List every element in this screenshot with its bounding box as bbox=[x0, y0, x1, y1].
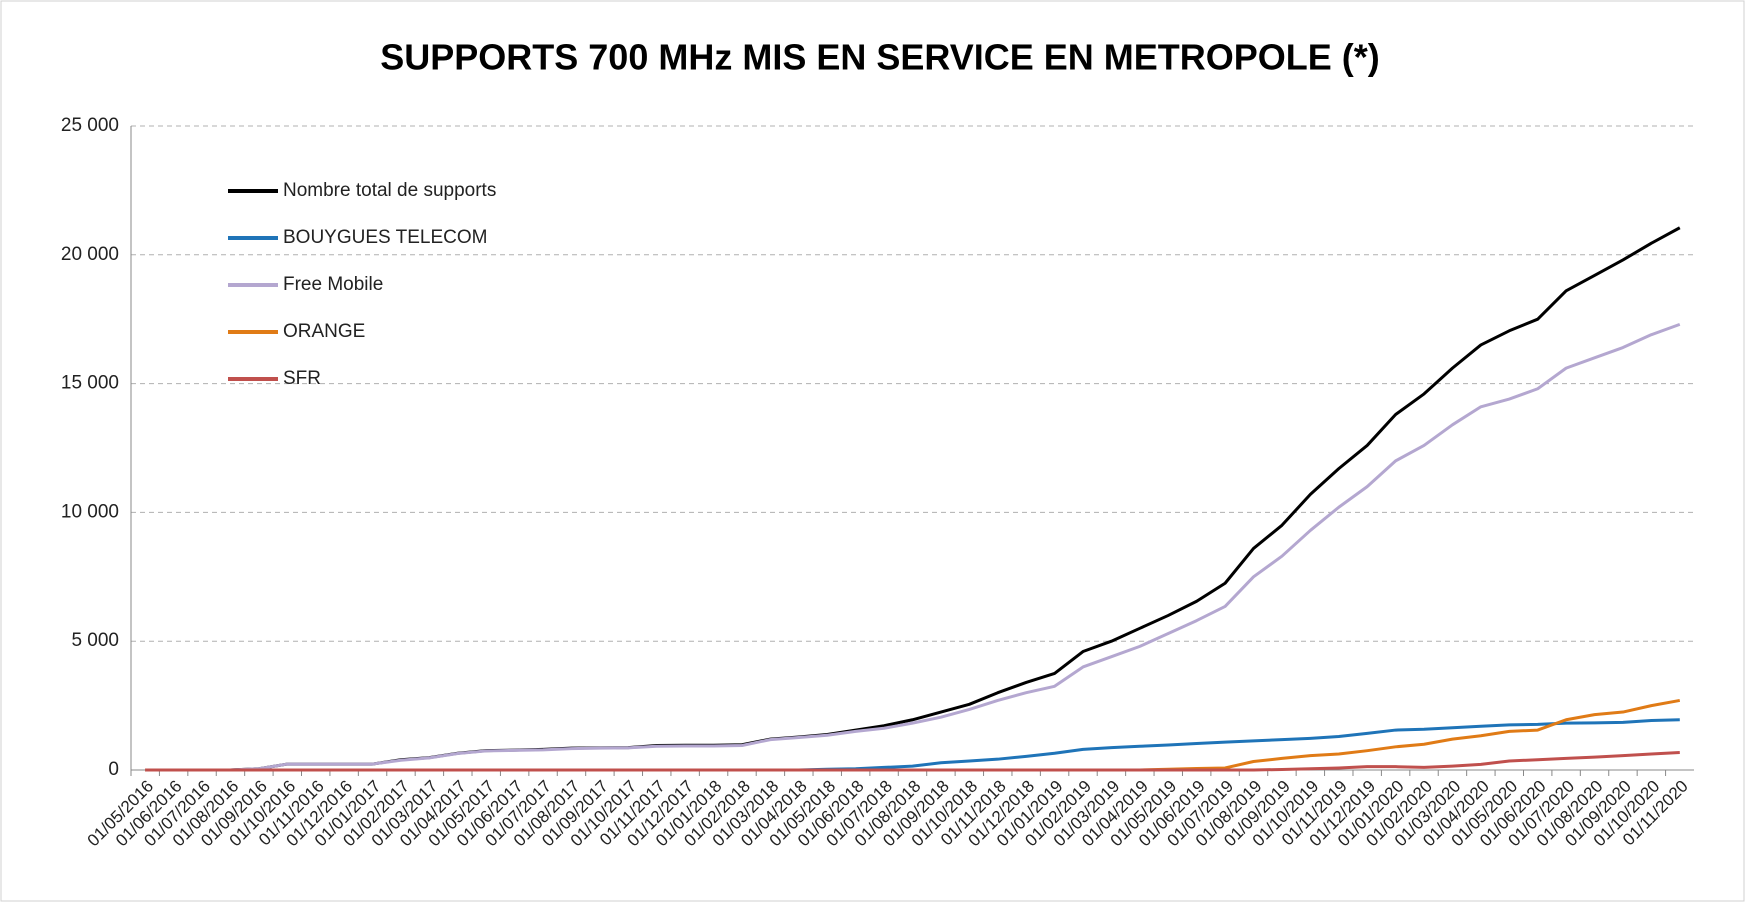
series-line bbox=[145, 322, 1681, 772]
y-tick-label: 0 bbox=[108, 759, 119, 780]
legend-label: Free Mobile bbox=[283, 274, 383, 295]
chart-title: SUPPORTS 700 MHz MIS EN SERVICE EN METRO… bbox=[380, 37, 1380, 78]
y-tick-label: 10 000 bbox=[61, 501, 119, 522]
legend-label: SFR bbox=[283, 368, 321, 389]
legend-label: Nombre total de supports bbox=[283, 180, 496, 201]
y-tick-label: 5 000 bbox=[71, 630, 119, 651]
y-tick-label: 20 000 bbox=[61, 244, 119, 265]
y-tick-label: 25 000 bbox=[61, 115, 119, 136]
y-tick-label: 15 000 bbox=[61, 373, 119, 394]
series-line bbox=[145, 750, 1680, 772]
legend-label: ORANGE bbox=[283, 321, 365, 342]
legend-label: BOUYGUES TELECOM bbox=[283, 227, 487, 248]
